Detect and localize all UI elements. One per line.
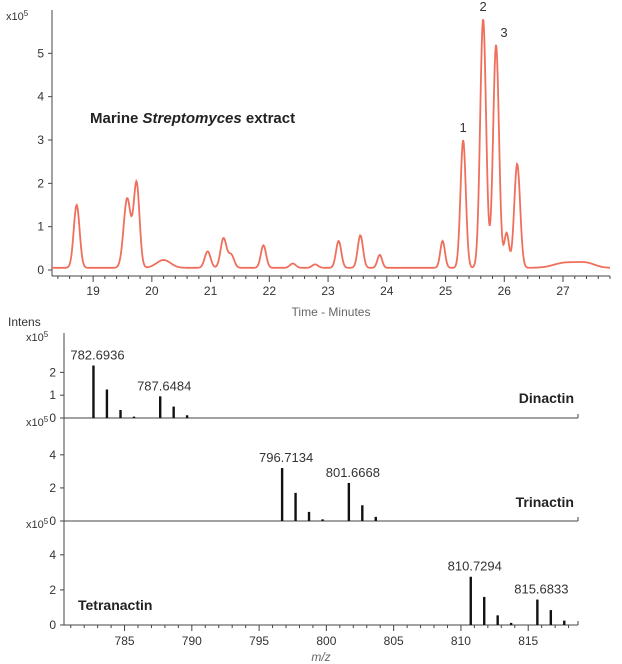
tetranactin-y-multiplier: x105 <box>26 517 49 531</box>
trinactin-compound-name: Trinactin <box>516 494 574 510</box>
dinactin-y-tick-label: 1 <box>49 388 56 402</box>
peak-label-2: 2 <box>480 0 487 14</box>
chromatogram-title: Marine Streptomyces extract <box>90 110 295 127</box>
tetranactin-peak-bar <box>496 615 499 625</box>
spectrum-x-tick-label: 815 <box>518 634 538 648</box>
dinactin-peak-bar <box>119 410 122 418</box>
peak-label-1: 1 <box>460 120 467 135</box>
trinactin-y-tick-label: 4 <box>49 448 56 462</box>
spectrum-x-tick-label: 800 <box>316 634 336 648</box>
chromatogram-x-tick-label: 22 <box>263 284 277 298</box>
chromatogram-x-tick-label: 19 <box>86 284 100 298</box>
trinactin-y-tick-label: 2 <box>49 481 56 495</box>
chromatogram-x-tick-label: 24 <box>380 284 394 298</box>
chromatogram-x-tick-label: 25 <box>439 284 453 298</box>
spectrum-x-tick-label: 790 <box>182 634 202 648</box>
chromatogram-y-tick-label: 2 <box>37 176 44 190</box>
dinactin-peak-bar <box>92 365 95 418</box>
trinactin-peak-label: 796.7134 <box>259 450 313 465</box>
chromatogram-y-tick-label: 5 <box>37 46 44 60</box>
tetranactin-peak-bar <box>469 576 472 625</box>
chromatogram-trace <box>52 19 611 269</box>
trinactin-y-tick-label: 0 <box>49 514 56 528</box>
dinactin-peak-label: 782.6936 <box>70 348 124 363</box>
dinactin-y-tick-label: 0 <box>49 411 56 425</box>
trinactin-peak-bar <box>361 505 364 521</box>
tetranactin-peak-bar <box>563 620 566 625</box>
spectrum-x-tick-label: 805 <box>384 634 404 648</box>
tetranactin-peak-bar <box>536 599 539 625</box>
trinactin-peak-bar <box>307 511 311 521</box>
spectrum-y-axis-label: Intens <box>8 315 41 329</box>
tetranactin-peak-bar <box>549 610 553 625</box>
dinactin-peak-label: 787.6484 <box>137 378 191 393</box>
trinactin-peak-bar <box>280 468 284 521</box>
chromatogram-x-tick-label: 21 <box>204 284 218 298</box>
peak-label-3: 3 <box>500 25 507 40</box>
tetranactin-peak-label: 810.7294 <box>448 559 502 574</box>
dinactin-peak-bar <box>132 416 136 418</box>
chromatogram-x-axis-label: Time - Minutes <box>292 305 371 319</box>
trinactin-peak-bar <box>347 482 351 521</box>
dinactin-y-multiplier: x105 <box>26 330 49 344</box>
tetranactin-peak-bar <box>483 596 486 625</box>
trinactin-peak-bar <box>321 519 324 521</box>
chromatogram-y-tick-label: 4 <box>37 90 44 104</box>
trinactin-peak-bar <box>294 492 297 521</box>
trinactin-y-multiplier: x105 <box>26 415 49 429</box>
spectrum-x-axis-label: m/z <box>311 650 330 664</box>
tetranactin-compound-name: Tetranactin <box>78 597 152 613</box>
tetranactin-peak-label: 815.6833 <box>514 582 568 597</box>
tetranactin-y-tick-label: 4 <box>49 548 56 562</box>
chromatogram-y-tick-label: 0 <box>37 263 44 277</box>
chromatogram-x-tick-label: 26 <box>498 284 512 298</box>
chromatogram-y-tick-label: 1 <box>37 220 44 234</box>
spectrum-x-tick-label: 785 <box>115 634 135 648</box>
trinactin-peak-label: 801.6668 <box>326 465 380 480</box>
dinactin-y-tick-label: 2 <box>49 365 56 379</box>
dinactin-peak-bar <box>159 396 162 418</box>
spectrum-x-tick-label: 795 <box>249 634 269 648</box>
tetranactin-y-tick-label: 0 <box>49 618 56 632</box>
tetranactin-peak-bar <box>509 622 513 625</box>
trinactin-peak-bar <box>374 516 377 521</box>
spectrum-x-tick-label: 810 <box>451 634 471 648</box>
chromatogram-x-tick-label: 20 <box>145 284 159 298</box>
chromatogram-x-tick-label: 27 <box>556 284 570 298</box>
dinactin-peak-bar <box>172 406 175 418</box>
dinactin-peak-bar <box>185 415 189 418</box>
dinactin-peak-bar <box>105 389 109 418</box>
chromatogram-y-multiplier: x105 <box>6 9 29 23</box>
chromatogram-x-tick-label: 23 <box>321 284 335 298</box>
dinactin-compound-name: Dinactin <box>519 390 574 406</box>
tetranactin-y-tick-label: 2 <box>49 583 56 597</box>
chromatogram-y-tick-label: 3 <box>37 133 44 147</box>
